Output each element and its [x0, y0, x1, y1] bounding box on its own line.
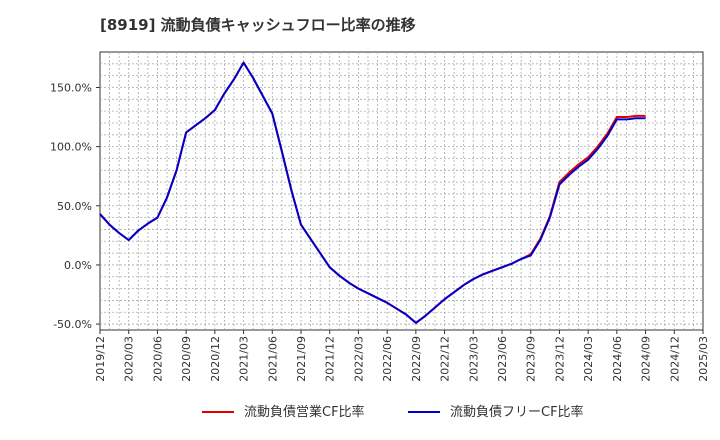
x-tick-label: 2020/03 — [123, 336, 136, 382]
x-tick-label: 2024/03 — [582, 336, 595, 382]
legend-label-1: 流動負債営業CF比率 — [244, 404, 365, 420]
x-tick-label: 2021/09 — [295, 336, 308, 382]
y-tick-label: 0.0% — [64, 259, 92, 272]
legend-label-2: 流動負債フリーCF比率 — [450, 404, 584, 420]
x-tick-label: 2022/06 — [381, 336, 394, 382]
series-line-2 — [99, 61, 646, 324]
x-tick-label: 2021/12 — [324, 336, 337, 382]
x-tick-label: 2020/06 — [151, 336, 164, 382]
x-tick-label: 2022/03 — [352, 336, 365, 382]
y-tick-label: 50.0% — [57, 200, 92, 213]
x-tick-label: 2023/03 — [467, 336, 480, 382]
x-tick-label: 2020/09 — [180, 336, 193, 382]
x-tick-label: 2022/12 — [439, 336, 452, 382]
x-tick-label: 2023/06 — [496, 336, 509, 382]
y-tick-label: 100.0% — [50, 141, 92, 154]
x-tick-label: 2024/06 — [611, 336, 624, 382]
x-tick-label: 2020/12 — [209, 336, 222, 382]
y-tick-label: 150.0% — [50, 81, 92, 94]
x-tick-label: 2023/09 — [525, 336, 538, 382]
x-tick-label: 2021/06 — [266, 336, 279, 382]
x-tick-label: 2022/09 — [410, 336, 423, 382]
x-tick-label: 2021/03 — [238, 336, 251, 382]
x-tick-label: 2019/12 — [94, 336, 107, 382]
x-tick-label: 2023/12 — [553, 336, 566, 382]
x-tick-label: 2024/09 — [640, 336, 653, 382]
y-tick-label: -50.0% — [53, 318, 92, 331]
plot-area — [99, 51, 704, 331]
x-tick-label: 2025/03 — [697, 336, 710, 382]
x-tick-label: 2024/12 — [668, 336, 681, 382]
chart-title: [8919] 流動負債キャッシュフロー比率の推移 — [100, 16, 416, 34]
